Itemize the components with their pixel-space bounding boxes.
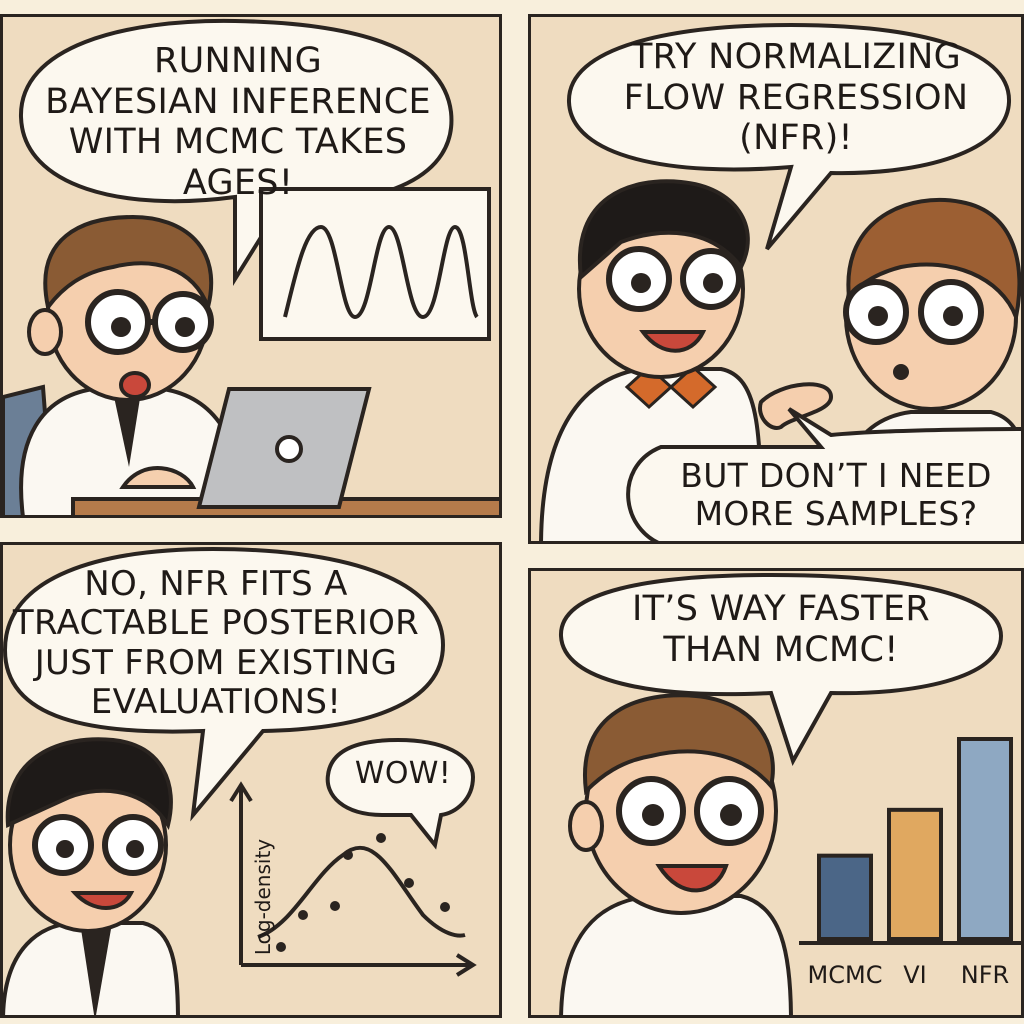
speech-text: IT’S WAY FASTER THAN MCMC! [632, 589, 930, 670]
bar-label-nfr: NFR [961, 961, 1009, 989]
smile [639, 330, 707, 353]
wow-bubble [325, 737, 476, 850]
laptop-logo [275, 435, 303, 463]
pointing-hand [758, 382, 834, 430]
bar-label-vi: VI [903, 961, 927, 989]
hair [582, 693, 775, 796]
bar-vi [887, 807, 943, 941]
fitted-curve [257, 845, 466, 939]
tie [81, 929, 111, 1015]
student-hair [846, 197, 1021, 325]
smile [70, 891, 135, 910]
hair [577, 179, 750, 281]
panel-1-illustration [3, 18, 499, 515]
hair [5, 737, 173, 831]
panel-3: NO, NFR FITS A TRACTABLE POSTERIOR JUST … [0, 542, 502, 1018]
wow-text: WOW! [354, 756, 452, 791]
panel-2: TRY NORMALIZING FLOW REGRESSION (NFR)! B… [528, 14, 1024, 544]
plot-y-label: Log-density [251, 838, 275, 956]
speech-text: RUNNING BAYESIAN INFERENCE WITH MCMC TAK… [45, 41, 431, 203]
panel-4-illustration: MCMC VI NFR [558, 572, 1021, 1015]
speech-bubble [558, 572, 1004, 766]
bar-mcmc [817, 853, 873, 941]
panel-2-illustration [539, 22, 1021, 541]
bar-label-mcmc: MCMC [808, 961, 883, 989]
panel-3-illustration [3, 546, 477, 1015]
evaluation-points [276, 833, 450, 952]
bar-labels: MCMC VI NFR [808, 961, 1010, 989]
bar-chart [817, 737, 1013, 941]
speech-text: NO, NFR FITS A TRACTABLE POSTERIOR JUST … [12, 564, 420, 723]
tie [113, 392, 141, 467]
speech-bubble [18, 18, 454, 286]
trace-line [283, 224, 479, 320]
reply-bubble [626, 407, 1021, 541]
speech-bubble [3, 546, 446, 822]
smile [655, 864, 729, 893]
mouth [119, 371, 151, 399]
speech-text: TRY NORMALIZING FLOW REGRESSION (NFR)! [623, 37, 969, 159]
panel-1: RUNNING BAYESIAN INFERENCE WITH MCMC TAK… [0, 14, 502, 518]
reply-text: BUT DON’T I NEED MORE SAMPLES? [680, 456, 992, 534]
speech-bubble [566, 22, 1012, 251]
hands [119, 466, 197, 489]
panel-4: MCMC VI NFR IT’S WAY FASTER THAN MCMC! [528, 568, 1024, 1018]
bar-nfr [957, 737, 1013, 941]
hair [43, 214, 214, 314]
